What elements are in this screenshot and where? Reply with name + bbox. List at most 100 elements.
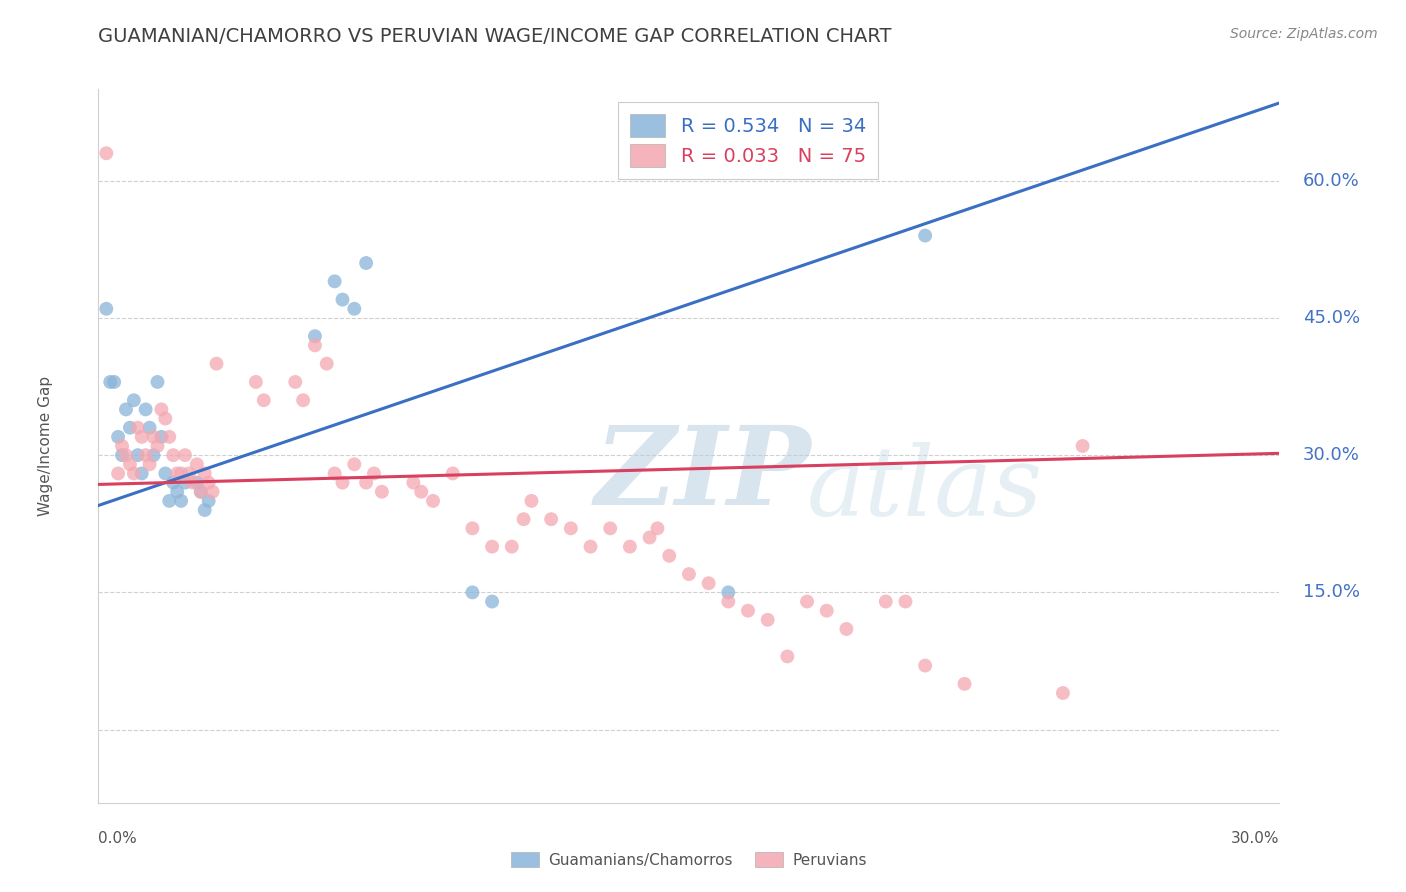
Text: 60.0%: 60.0% — [1303, 171, 1360, 190]
Point — [170, 494, 193, 508]
Text: 30.0%: 30.0% — [1303, 446, 1360, 464]
Point — [166, 484, 188, 499]
Point — [1052, 686, 1074, 700]
Point — [512, 512, 534, 526]
Point — [155, 467, 177, 481]
Point — [155, 411, 177, 425]
Point — [98, 375, 121, 389]
Point — [835, 622, 858, 636]
Point — [402, 475, 425, 490]
Point — [619, 540, 641, 554]
Point — [737, 604, 759, 618]
Point — [111, 439, 134, 453]
Point — [304, 338, 326, 352]
Point — [304, 329, 326, 343]
Point — [162, 448, 184, 462]
Point — [111, 448, 134, 462]
Point — [142, 430, 165, 444]
Point — [96, 146, 118, 161]
Point — [658, 549, 681, 563]
Text: 45.0%: 45.0% — [1303, 309, 1360, 326]
Point — [131, 467, 153, 481]
Point — [174, 475, 197, 490]
Point — [197, 494, 219, 508]
Point — [323, 274, 346, 288]
Point — [332, 475, 354, 490]
Point — [135, 448, 157, 462]
Point — [118, 458, 141, 472]
Point — [461, 521, 484, 535]
Point — [441, 467, 464, 481]
Point — [157, 430, 180, 444]
Point — [96, 301, 118, 316]
Text: ZIP: ZIP — [595, 421, 811, 528]
Text: GUAMANIAN/CHAMORRO VS PERUVIAN WAGE/INCOME GAP CORRELATION CHART: GUAMANIAN/CHAMORRO VS PERUVIAN WAGE/INCO… — [98, 27, 891, 45]
Point — [166, 467, 188, 481]
Point — [647, 521, 669, 535]
Point — [118, 420, 141, 434]
Point — [115, 448, 138, 462]
Point — [190, 484, 212, 499]
Point — [122, 393, 145, 408]
Point — [422, 494, 444, 508]
Point — [461, 585, 484, 599]
Point — [579, 540, 602, 554]
Point — [150, 402, 173, 417]
Point — [501, 540, 523, 554]
Point — [162, 475, 184, 490]
Point — [138, 458, 160, 472]
Point — [284, 375, 307, 389]
Point — [103, 375, 125, 389]
Point — [194, 467, 217, 481]
Point — [1071, 439, 1094, 453]
Point — [157, 494, 180, 508]
Point — [756, 613, 779, 627]
Point — [205, 357, 228, 371]
Point — [194, 503, 217, 517]
Point — [177, 467, 200, 481]
Point — [197, 475, 219, 490]
Text: 30.0%: 30.0% — [1232, 831, 1279, 847]
Point — [343, 301, 366, 316]
Point — [186, 475, 208, 490]
Point — [894, 594, 917, 608]
Point — [411, 484, 433, 499]
Point — [371, 484, 394, 499]
Point — [332, 293, 354, 307]
Point — [107, 430, 129, 444]
Point — [638, 531, 661, 545]
Point — [323, 467, 346, 481]
Point — [599, 521, 621, 535]
Point — [678, 567, 700, 582]
Point — [186, 458, 208, 472]
Point — [953, 677, 976, 691]
Point — [142, 448, 165, 462]
Point — [146, 375, 169, 389]
Point — [796, 594, 818, 608]
Point — [717, 585, 740, 599]
Point — [363, 467, 385, 481]
Point — [127, 420, 149, 434]
Point — [245, 375, 267, 389]
Point — [481, 540, 503, 554]
Point — [115, 402, 138, 417]
Point — [914, 658, 936, 673]
Text: 0.0%: 0.0% — [98, 831, 138, 847]
Point — [170, 467, 193, 481]
Point — [560, 521, 582, 535]
Point — [875, 594, 897, 608]
Point — [540, 512, 562, 526]
Point — [697, 576, 720, 591]
Point — [520, 494, 543, 508]
Point — [135, 402, 157, 417]
Point — [343, 458, 366, 472]
Text: atlas: atlas — [807, 442, 1043, 536]
Point — [181, 475, 204, 490]
Point — [190, 484, 212, 499]
Legend: Guamanians/Chamorros, Peruvians: Guamanians/Chamorros, Peruvians — [505, 846, 873, 873]
Point — [914, 228, 936, 243]
Point — [138, 420, 160, 434]
Point — [127, 448, 149, 462]
Point — [253, 393, 276, 408]
Point — [201, 484, 224, 499]
